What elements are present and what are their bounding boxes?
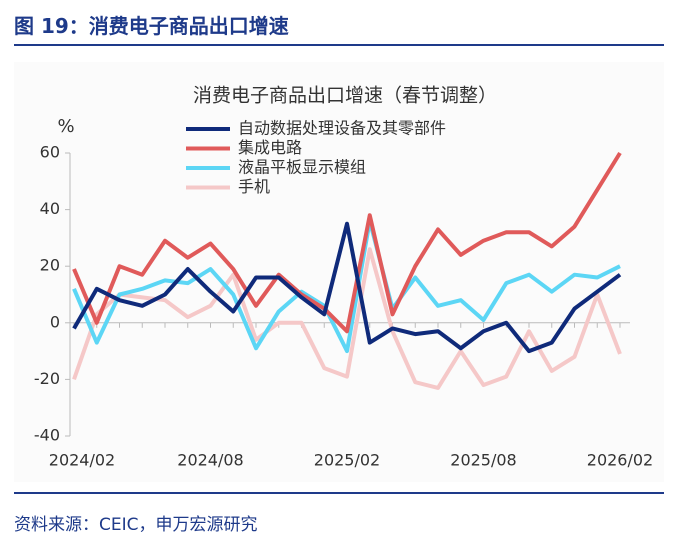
- y-tick-label: 20: [40, 256, 60, 275]
- chart-title: 消费电子商品出口增速（春节调整）: [193, 85, 497, 107]
- series-line: [72, 221, 622, 354]
- chart: 消费电子商品出口增速（春节调整） % -40 -20 0 20 40 60 2024/02 2…: [14, 62, 664, 482]
- x-tick-label: 2024/08: [177, 451, 243, 470]
- y-tick-label: 60: [40, 143, 60, 162]
- series-line: [72, 247, 622, 390]
- y-tick-label: -20: [34, 369, 60, 388]
- y-tick-label: -40: [34, 426, 60, 445]
- y-axis-label: %: [57, 116, 74, 137]
- x-tick-label: 2025/08: [450, 451, 516, 470]
- x-tick-label: 2026/02: [587, 451, 653, 470]
- y-tick-label: 40: [40, 199, 60, 218]
- legend-label: 液晶平板显示模组: [238, 158, 366, 177]
- legend-label: 自动数据处理设备及其零部件: [238, 119, 446, 138]
- legend-label: 手机: [238, 177, 270, 196]
- x-tick-label: 2024/02: [49, 451, 115, 470]
- chart-background: [14, 62, 664, 482]
- figure-title: 图 19：消费电子商品出口增速: [14, 10, 664, 46]
- y-tick-label: 0: [50, 312, 60, 331]
- series-line: [72, 218, 621, 354]
- series-line: [72, 151, 622, 334]
- legend-label: 集成电路: [238, 138, 302, 157]
- source-note: 资料来源：CEIC，申万宏源研究: [14, 492, 664, 535]
- x-tick-label: 2025/02: [314, 451, 380, 470]
